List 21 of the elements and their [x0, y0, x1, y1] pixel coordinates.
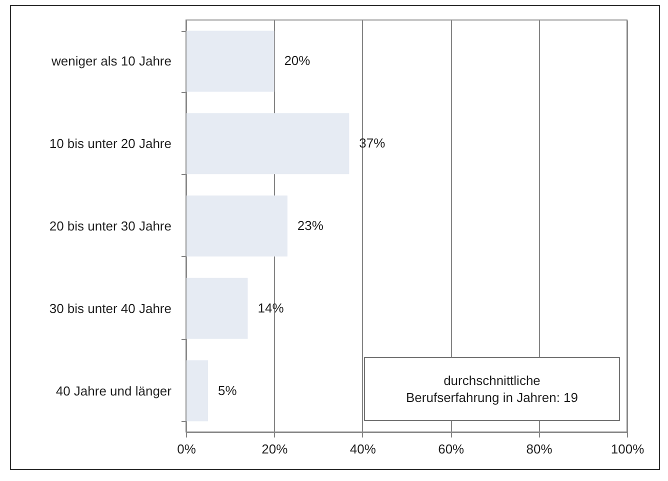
y-tick-label: 30 bis unter 40 Jahre — [49, 300, 172, 316]
x-tick-label: 40% — [350, 442, 376, 456]
x-tick-label: 20% — [262, 442, 288, 456]
x-tick-label: 0% — [177, 442, 196, 456]
y-tick-label: 40 Jahre und länger — [56, 383, 172, 398]
bar — [186, 196, 288, 256]
data-label: 23% — [297, 218, 324, 233]
y-tick-label: 10 bis unter 20 Jahre — [49, 136, 172, 152]
x-tick-label: 80% — [526, 442, 553, 456]
y-tick-label: 20 bis unter 30 Jahre — [49, 218, 172, 234]
data-label: 5% — [218, 382, 238, 398]
y-tick-label: weniger als 10 Jahre — [50, 54, 172, 69]
data-label: 20% — [284, 53, 311, 68]
data-label: 14% — [258, 300, 284, 316]
bar — [186, 360, 208, 422]
bar — [186, 278, 248, 339]
bar — [186, 30, 274, 92]
x-tick-label: 60% — [438, 442, 465, 456]
x-tick-label: 100% — [610, 442, 645, 456]
data-label: 37% — [359, 136, 386, 151]
bar — [186, 113, 350, 174]
